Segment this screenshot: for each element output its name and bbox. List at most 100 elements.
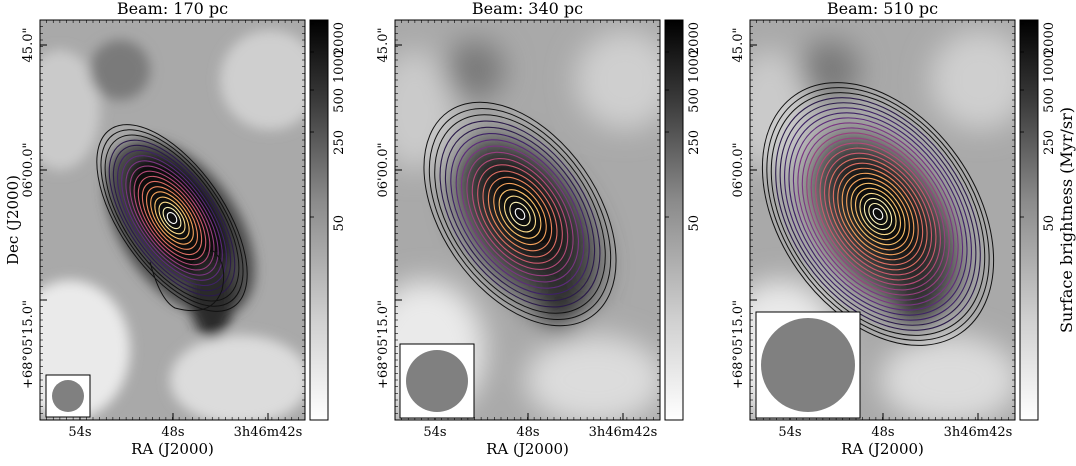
colorbar-tick-label: 50: [332, 215, 347, 232]
contour-level: [819, 147, 937, 281]
y-tick-label: 45.0": [21, 28, 36, 63]
x-axis-label: RA (J2000): [486, 440, 569, 458]
x-axis-label: RA (J2000): [131, 440, 214, 458]
colorbar-tick-label: 1000: [1042, 50, 1057, 83]
contour-level: [766, 87, 990, 341]
colorbar: [1019, 19, 1039, 421]
contour-level: [779, 102, 977, 326]
x-tick-label: 3h46m42s: [589, 425, 658, 440]
contour-level: [162, 206, 182, 230]
y-axis-label: Dec (J2000): [4, 175, 22, 265]
colorbar-tick-label: 250: [332, 130, 347, 155]
colorbar-tick-label: 250: [1042, 130, 1057, 155]
y-tick-label: +68°05'15.0": [731, 300, 746, 389]
contour-level: [100, 129, 244, 307]
contour-level: [770, 92, 986, 336]
x-tick-label: 3h46m42s: [234, 425, 303, 440]
colorbar-tick-label: 500: [332, 88, 347, 113]
contour-level: [514, 208, 526, 220]
contour-level: [503, 195, 537, 233]
contour-level: [96, 124, 248, 312]
contour-level: [823, 152, 933, 276]
panel-3: Beam: 510 pc 54s 48s 3h46m42s RA (J2000) 45.0…: [731, 0, 1076, 458]
contours: [423, 101, 617, 327]
contour-tail: [149, 249, 225, 312]
contour-level: [461, 145, 579, 283]
contour-level: [477, 164, 563, 264]
x-tick-label: 54s: [778, 425, 801, 440]
colorbar-tick-label: 2000: [332, 22, 347, 55]
contour-level: [788, 112, 968, 316]
contours: [761, 82, 995, 346]
contours: [96, 124, 248, 312]
y-tick-label: 45.0": [376, 28, 391, 63]
contour-level: [146, 186, 198, 250]
colorbar-tick-label: 1000: [687, 50, 702, 83]
contour-level: [868, 202, 888, 226]
contour-level: [846, 177, 910, 251]
contour-level: [434, 114, 606, 314]
contour-level: [784, 107, 972, 321]
contour-level: [125, 160, 219, 276]
x-tick-label: 48s: [161, 425, 184, 440]
contour-level: [841, 172, 915, 256]
contour-level: [129, 165, 215, 271]
y-tick-label: 06'00.0": [731, 142, 746, 197]
contour-level: [166, 212, 178, 224]
contour-level: [859, 192, 897, 236]
contour-level: [450, 132, 590, 296]
panel-1: Beam: 170 pc 54s 48s 3h46m42s RA (J2000) 45.0…: [4, 0, 347, 458]
panel-2: Beam: 340 pc 54s 48s 3h46m42s RA (J2000) 45.0…: [376, 0, 702, 458]
contour-level: [872, 208, 884, 220]
contour-level: [455, 139, 585, 289]
colorbar-label: Surface brightness (Myr/sr): [1057, 107, 1076, 333]
y-tick-label: 45.0": [731, 28, 746, 63]
contour-level: [775, 97, 981, 331]
contour-level: [104, 134, 240, 302]
x-tick-label: 54s: [68, 425, 91, 440]
colorbar-tick-label: 250: [687, 130, 702, 155]
colorbar: [664, 19, 684, 421]
x-axis-label: RA (J2000): [841, 440, 924, 458]
contour-level: [498, 189, 542, 239]
contour-level: [509, 201, 531, 227]
contour-level: [158, 201, 186, 235]
contour-level: [141, 181, 203, 255]
contour-level: [761, 82, 995, 346]
contour-level: [471, 157, 569, 271]
contour-level: [801, 127, 955, 301]
contour-level: [863, 197, 893, 231]
contour-level: [806, 132, 950, 296]
x-tick-label: 3h46m42s: [944, 425, 1013, 440]
x-tick-label: 48s: [871, 425, 894, 440]
colorbar-tick-label: 2000: [1042, 22, 1057, 55]
colorbar-tick-label: 50: [687, 215, 702, 232]
contour-level: [493, 183, 547, 245]
contour-level: [112, 144, 232, 292]
colorbar-tick-label: 1000: [332, 50, 347, 83]
beam-circle: [761, 318, 855, 412]
x-tick-label: 54s: [423, 425, 446, 440]
x-tick-label: 48s: [516, 425, 539, 440]
contour-level: [810, 137, 946, 291]
contour-level: [466, 151, 574, 277]
intensity-map: [40, 20, 305, 420]
contour-level: [832, 162, 924, 266]
colorbar-tick-label: 500: [687, 88, 702, 113]
contour-level: [797, 122, 959, 306]
colorbar-tick-label: 50: [1042, 215, 1057, 232]
contour-level: [439, 120, 601, 308]
contour-level: [854, 187, 902, 241]
colorbar-tick-label: 500: [1042, 88, 1057, 113]
colorbar-tick-label: 2000: [687, 22, 702, 55]
contour-level: [121, 155, 223, 281]
panel-title: Beam: 340 pc: [472, 0, 583, 18]
contour-level: [444, 126, 596, 302]
contour-level: [792, 117, 964, 311]
y-tick-label: +68°05'15.0": [376, 300, 391, 389]
contour-level: [828, 157, 928, 271]
beam-circle: [406, 350, 468, 412]
y-tick-label: 06'00.0": [21, 142, 36, 197]
y-tick-label: +68°05'15.0": [21, 300, 36, 389]
